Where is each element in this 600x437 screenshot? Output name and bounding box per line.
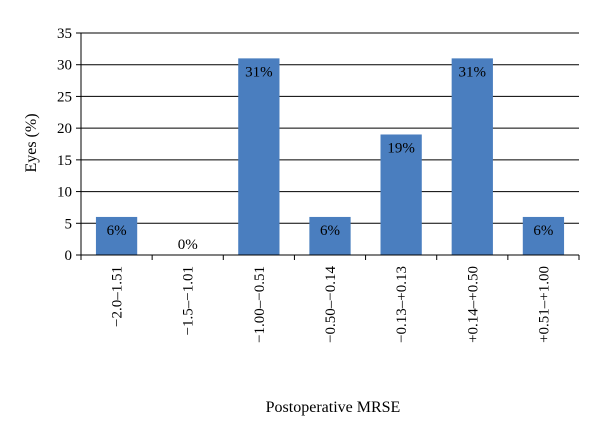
- y-axis-label: Eyes (%): [23, 113, 40, 172]
- bar: [451, 58, 493, 255]
- y-tick-label: 10: [57, 185, 72, 201]
- data-label: 31%: [459, 64, 487, 80]
- bars: [95, 58, 565, 255]
- x-tick-label: −0.13–+0.13: [394, 266, 410, 343]
- data-label: 6%: [533, 223, 553, 239]
- x-tick-label: −0.50–−0.14: [323, 266, 339, 343]
- gridlines: [81, 32, 579, 224]
- data-labels: 6% 0% 31% 6% 19% 31% 6%: [107, 64, 554, 253]
- x-tick-label: +0.51–+1.00: [536, 266, 552, 343]
- data-label: 6%: [320, 223, 340, 239]
- data-label: 31%: [245, 64, 273, 80]
- data-label: 6%: [107, 223, 127, 239]
- y-tick-label: 0: [65, 248, 73, 264]
- y-tick-label: 15: [57, 153, 72, 169]
- y-tick-labels: 0 5 10 15 20 25 30 35: [57, 26, 81, 264]
- y-tick-label: 25: [57, 89, 72, 105]
- data-label: 19%: [387, 140, 415, 156]
- x-tick-label: −1.00–−0.51: [252, 266, 268, 343]
- bar: [95, 216, 138, 255]
- y-tick-label: 35: [57, 26, 72, 42]
- y-tick-label: 30: [57, 58, 72, 74]
- bar: [522, 216, 565, 255]
- x-tick-labels: −2.0–1.51 −1.5–−1.01 −1.00–−0.51 −0.50–−0.1…: [80, 255, 580, 343]
- x-tick-label: +0.14–+0.50: [465, 266, 481, 343]
- y-tick-label: 20: [57, 121, 72, 137]
- x-axis-label: Postoperative MRSE: [266, 399, 401, 416]
- bar: [238, 58, 280, 255]
- bar: [309, 216, 351, 255]
- data-label: 0%: [178, 237, 198, 253]
- x-tick-label: −2.0–1.51: [110, 266, 126, 327]
- x-tick-label: −1.5–−1.01: [181, 266, 197, 335]
- y-tick-label: 5: [65, 216, 73, 232]
- bar: [380, 134, 422, 255]
